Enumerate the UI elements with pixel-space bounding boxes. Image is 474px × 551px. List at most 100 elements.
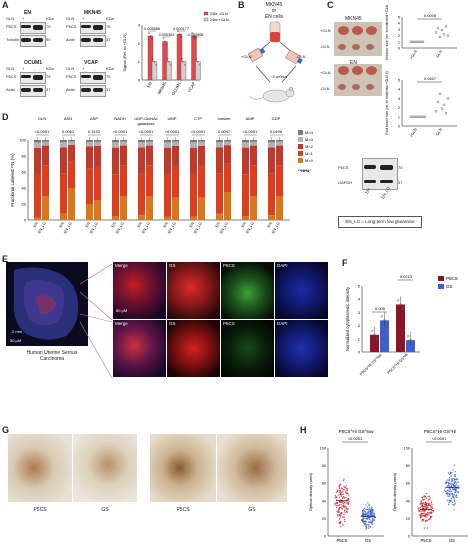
data-point-gs (366, 508, 368, 511)
stack-segment-m0 (34, 217, 41, 220)
lane-label: EN (59, 221, 65, 228)
data-point-gs (454, 475, 456, 477)
panel-label-e: E (2, 254, 9, 264)
blot-cell-line: MKN45 (84, 10, 101, 16)
blot-band-minus (33, 38, 43, 42)
stack-segment-m4 (60, 140, 67, 143)
data-point-p5cs (340, 495, 343, 497)
stack-segment-m2 (94, 146, 101, 167)
data-point-gs (365, 528, 367, 530)
data-point-p5cs (346, 488, 348, 490)
tumor (338, 44, 346, 50)
y-tick-label: 5 (358, 284, 361, 289)
blot-d-row-gapdh: GAPDH (338, 180, 353, 185)
y-tick-label: 0 (408, 535, 410, 539)
data-point-p5cs (424, 496, 426, 498)
data-point-p5cs (423, 512, 425, 515)
stack-segment-m4 (138, 140, 145, 143)
blot-d-kda-37: 37 (398, 180, 403, 185)
panel-label-g: G (2, 425, 10, 435)
y-tick-label: 40 (406, 499, 410, 503)
lane-label: EN (267, 221, 273, 228)
tumor (352, 26, 363, 35)
data-point-gs (448, 489, 450, 491)
data-point-p5cs (422, 502, 425, 504)
micro-tile-label: Merge (115, 321, 128, 326)
chart-a-bar: 0 1 2 3 Signal (Rel. to +GLN) EN 0.005566 MKN45… (122, 12, 229, 96)
data-point-gs (371, 506, 373, 508)
metabolite-label: UMP (168, 116, 177, 121)
data-point-gs (367, 515, 370, 517)
p-value: 0.000177 (173, 27, 189, 31)
lane-label: EN_LG (37, 221, 47, 234)
blot-band-minus (93, 75, 103, 80)
stack-segment-m4 (164, 140, 171, 143)
blot-band-minus (93, 38, 103, 42)
y-tick-label: 0 (398, 125, 400, 129)
data-point-p5cs (338, 514, 341, 516)
data-point-p5cs (429, 512, 431, 514)
data-point-gs (457, 481, 459, 483)
panel-b-schematic (247, 21, 303, 103)
data-point-gs (449, 482, 451, 485)
stack-segment-m0 (250, 196, 257, 220)
blot-kda-header: KDa (46, 66, 54, 71)
stack-segment-m4 (112, 140, 119, 143)
bar-plus-gln (151, 61, 158, 81)
data-point-gs (452, 469, 454, 471)
legend-label: 24hr -GLN (210, 12, 228, 16)
tumor (338, 84, 346, 90)
data-point-p5cs (424, 511, 426, 513)
blot-kda: 37 (46, 87, 51, 92)
panel-c-row-3: +GLN (320, 70, 331, 75)
lane-label: EN (111, 221, 117, 228)
data-point-p5cs (338, 506, 341, 509)
data-point-p5cs (420, 513, 422, 516)
blot-kda: 75 (106, 24, 111, 29)
blot-band-minus (33, 75, 43, 80)
data-point-p5cs (338, 521, 341, 524)
blot-band-minus (33, 25, 43, 30)
y-tick-label: 0 (358, 350, 361, 355)
data-point (399, 303, 402, 306)
lane-label: EN_LG (115, 221, 125, 234)
stack-segment-m2 (190, 147, 197, 175)
data-point (168, 60, 170, 63)
data-point-p5cs (348, 500, 350, 503)
metabolite-label-line2: galactose (137, 121, 155, 126)
blot-kda: 37 (106, 87, 111, 92)
chart-h-left: P5CS^Hi GS^low 0 20 40 60 80 100 Optical densit… (308, 429, 384, 543)
data-point-gs (369, 521, 372, 523)
data-point-p5cs (345, 485, 348, 487)
data-point-gs (446, 489, 449, 491)
y-tick-label: 2 (398, 34, 400, 38)
data-point-gs (367, 502, 369, 504)
y-tick-label: 60 (22, 170, 27, 175)
data-point-p5cs (343, 516, 346, 518)
y-tick-label: 80 (22, 154, 27, 159)
data-point (169, 63, 172, 66)
data-point-p5cs (426, 505, 428, 507)
lane-label: EN_LG (193, 221, 203, 234)
panel-c-row-1: +GLN (320, 28, 331, 33)
y-tick-label: 80 (322, 464, 326, 468)
data-point-p5cs (342, 505, 345, 507)
panel-c-mkn45-label: MKN45 (345, 16, 362, 22)
data-point-p5cs (346, 502, 348, 504)
stack-segment-m1 (34, 174, 41, 218)
data-point-p5cs (424, 505, 427, 507)
p-value: <0.0001 (35, 129, 50, 134)
chart-title: P5CS^Hi GS^low (339, 429, 374, 434)
chart-f-bar: 0 1 2 3 4 5 Normalized cytoplasmatic intensity… (345, 274, 458, 376)
blot-cell-line: VCAP (84, 60, 98, 66)
y-tick-label: 5 (398, 16, 400, 20)
y-tick-label: 100 (19, 138, 26, 143)
p-value: <0.0001 (191, 129, 206, 134)
legend-label: M=3 (305, 137, 314, 142)
data-point-gs (360, 515, 363, 518)
blot-mark-minus: - (94, 16, 96, 21)
stack-segment-m2 (268, 147, 275, 174)
data-point-p5cs (339, 492, 342, 494)
data-point-gs (449, 500, 452, 503)
panel-b-plus-gln: +GLN (241, 54, 252, 59)
